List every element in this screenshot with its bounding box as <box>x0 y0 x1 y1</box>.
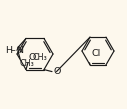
Text: CH₃: CH₃ <box>20 59 35 68</box>
Text: Cl: Cl <box>91 49 100 58</box>
Text: –: – <box>11 46 15 55</box>
Text: O: O <box>28 53 36 62</box>
Text: CH₃: CH₃ <box>33 53 47 62</box>
Text: N: N <box>16 46 23 55</box>
Text: O: O <box>53 67 60 76</box>
Text: H: H <box>5 46 12 55</box>
